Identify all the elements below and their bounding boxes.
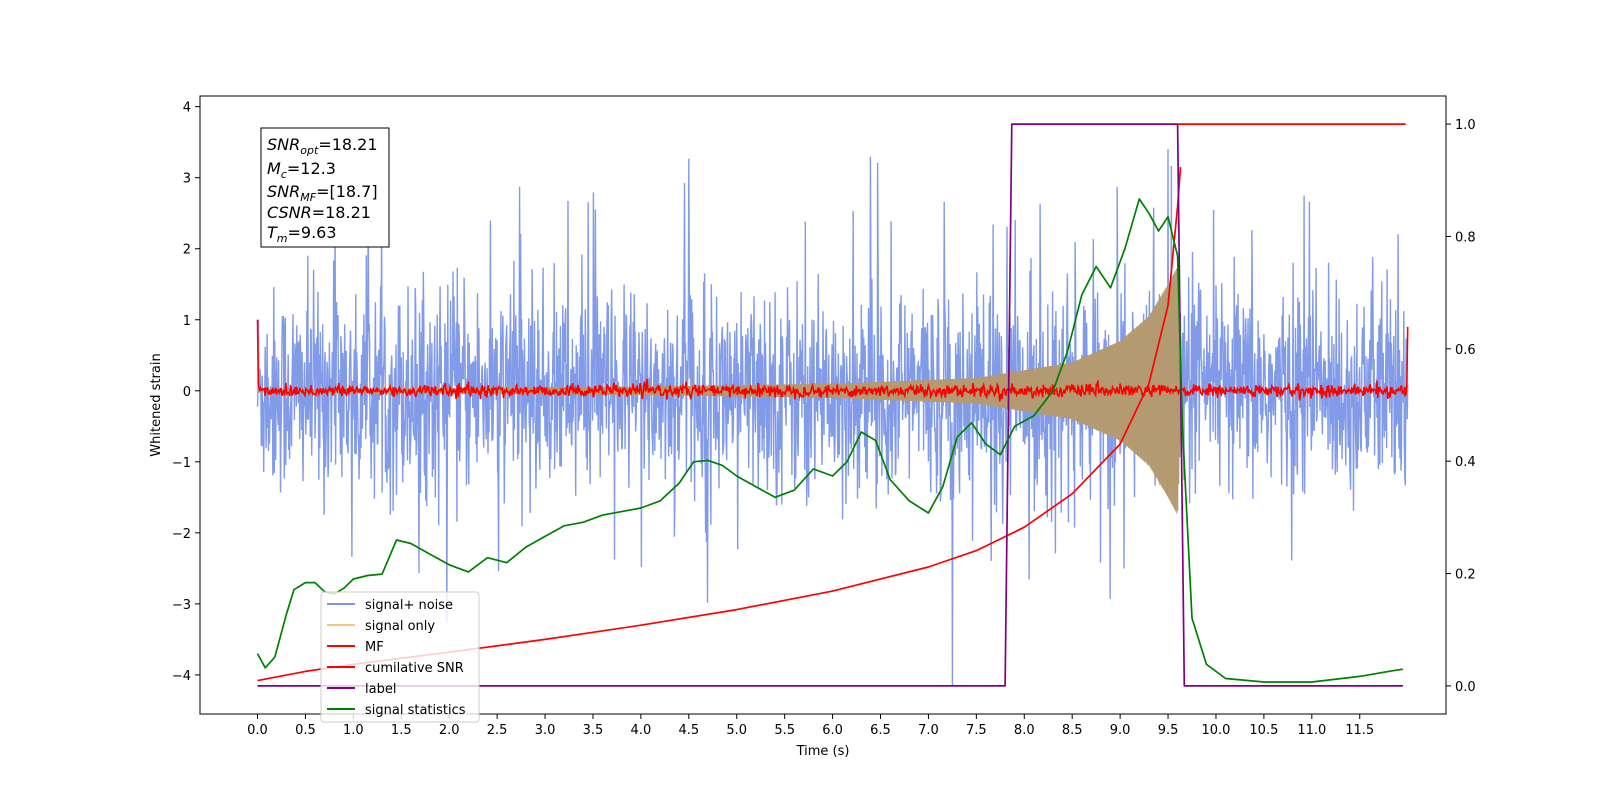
- x-tick-label: 6.0: [822, 723, 843, 738]
- x-tick-label: 7.0: [918, 723, 939, 738]
- y2-tick-label: 0.0: [1455, 680, 1476, 695]
- x-tick-label: 0.5: [295, 723, 316, 738]
- series-mf: [256, 319, 1409, 402]
- y-tick-label: 2: [183, 243, 191, 258]
- x-tick-label: 9.5: [1158, 723, 1179, 738]
- y-axis-label: Whitened strain: [149, 353, 164, 456]
- x-tick-label: 11.5: [1345, 723, 1374, 738]
- annotation-box: SNRopt=18.21 Mc=12.3 SNRMF=[18.7] CSNR=1…: [260, 127, 390, 248]
- x-tick-label: 8.0: [1014, 723, 1035, 738]
- y2-axis: 0.0 0.2 0.4 0.6 0.8 1.0: [1446, 118, 1476, 695]
- y-axis: 4 3 2 1 0 −1 −2 −3 −4: [172, 101, 200, 684]
- x-tick-label: 5.5: [774, 723, 795, 738]
- series-signal-statistics: [256, 198, 1404, 683]
- y2-tick-label: 0.2: [1455, 568, 1476, 583]
- x-tick-label: 3.5: [583, 723, 604, 738]
- x-axis-label: Time (s): [796, 744, 850, 759]
- y2-tick-label: 0.6: [1455, 343, 1476, 358]
- y2-tick-label: 0.4: [1455, 455, 1476, 470]
- legend-entry: MF: [365, 640, 384, 655]
- annotation-tm: Tm=9.63: [267, 223, 337, 245]
- x-tick-label: 2.5: [487, 723, 508, 738]
- annotation-snr-mf: SNRMF=[18.7]: [267, 182, 378, 204]
- x-tick-label: 7.5: [966, 723, 987, 738]
- series-signal-only: [257, 267, 1183, 514]
- y-tick-label: 4: [183, 101, 191, 116]
- legend-entry: signal statistics: [365, 703, 466, 718]
- x-tick-label: 10.0: [1201, 723, 1230, 738]
- annotation-mc: Mc=12.3: [267, 159, 336, 181]
- x-tick-label: 4.0: [631, 723, 652, 738]
- y-tick-label: 0: [183, 385, 191, 400]
- x-tick-label: 8.5: [1062, 723, 1083, 738]
- x-tick-label: 5.0: [726, 723, 747, 738]
- series-label-right: [257, 123, 1403, 687]
- axes-frame: [199, 95, 1447, 715]
- y2-tick-label: 0.8: [1455, 230, 1476, 245]
- x-tick-label: 9.0: [1110, 723, 1131, 738]
- legend-box: [320, 591, 480, 723]
- y-tick-label: −2: [172, 527, 191, 542]
- annotation-snr-opt: SNRopt=18.21: [267, 135, 378, 157]
- x-axis: 0.0 0.5 1.0 1.5 2.0 2.5 3.0 3.5 4.0 4.5 5.0 5.5 6.0 6…: [247, 714, 1374, 738]
- x-tick-label: 3.0: [535, 723, 556, 738]
- x-tick-label: 1.0: [343, 723, 364, 738]
- x-tick-label: 6.5: [870, 723, 891, 738]
- y-tick-label: −3: [172, 598, 191, 613]
- y-tick-label: −4: [172, 669, 191, 684]
- x-tick-label: 11.0: [1297, 723, 1326, 738]
- legend-entry: signal+ noise: [365, 598, 453, 613]
- legend-entry: signal only: [365, 619, 435, 634]
- y-tick-label: 1: [183, 314, 191, 329]
- annotation-csnr: CSNR=18.21: [267, 203, 371, 222]
- legend-entry: label: [365, 682, 396, 697]
- x-tick-label: 1.5: [391, 723, 412, 738]
- y-tick-label: 3: [183, 172, 191, 187]
- x-tick-label: 10.5: [1249, 723, 1278, 738]
- x-tick-label: 2.0: [439, 723, 460, 738]
- legend: signal+ noise signal only MF cumilative SNR…: [320, 591, 480, 723]
- x-tick-label: 4.5: [678, 723, 699, 738]
- legend-entry: cumilative SNR: [365, 661, 464, 676]
- y-tick-label: −1: [172, 456, 191, 471]
- x-tick-label: 0.0: [247, 723, 268, 738]
- y2-tick-label: 1.0: [1455, 118, 1476, 133]
- series-signal-noise: [256, 149, 1409, 686]
